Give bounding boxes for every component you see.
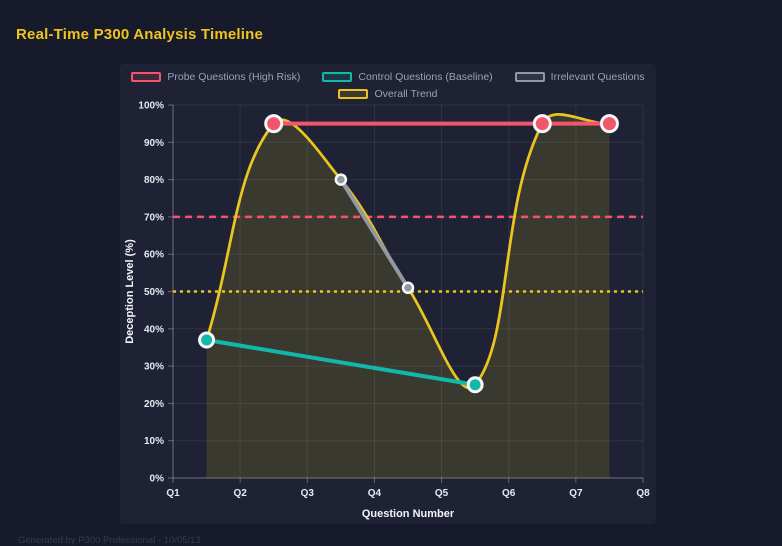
y-tick-label: 10%	[144, 436, 164, 447]
x-tick-label: Q5	[435, 488, 449, 499]
y-tick-label: 30%	[144, 362, 164, 373]
page-title: Real-Time P300 Analysis Timeline	[16, 26, 264, 43]
chart-svg: 0% 10% 20% 30% 40% 50% 60% 70% 80% 90% 100% Q1 Q2 Q3 Q…	[124, 101, 650, 521]
x-tick-label: Q1	[166, 488, 180, 499]
y-tick-label: 50%	[144, 287, 164, 298]
legend-swatch	[131, 72, 162, 82]
data-point-probe-questions-high-risk[interactable]	[264, 114, 284, 134]
legend-label: Overall Trend	[374, 88, 438, 100]
x-tick-label: Q7	[569, 488, 583, 499]
data-point-irrelevant-questions[interactable]	[401, 281, 415, 295]
legend-item-irrelevant-questions[interactable]: Irrelevant Questions	[514, 71, 645, 83]
tick-labels: 0% 10% 20% 30% 40% 50% 60% 70% 80% 90% 100% Q1 Q2 Q3 Q…	[138, 101, 650, 500]
page-footer: Generated by P300 Professional - 10/05/1…	[18, 535, 201, 546]
x-tick-label: Q4	[368, 488, 382, 499]
data-point-probe-questions-high-risk[interactable]	[599, 114, 619, 134]
legend-item-control-questions-baseline[interactable]: Control Questions (Baseline)	[322, 71, 493, 83]
series-line-control-questions-baseline[interactable]	[204, 337, 478, 387]
y-tick-label: 100%	[138, 101, 164, 112]
legend-row: Overall Trend	[338, 88, 438, 100]
x-tick-label: Q3	[301, 488, 315, 499]
data-point-probe-questions-high-risk[interactable]	[532, 114, 552, 134]
legend-label: Probe Questions (High Risk)	[167, 71, 301, 83]
legend-swatch	[514, 72, 545, 82]
chart-legend: Probe Questions (High Risk) Control Quest…	[120, 71, 656, 100]
chart-panel: Probe Questions (High Risk) Control Quest…	[120, 64, 656, 524]
overall-trend-area-fill	[206, 114, 610, 478]
legend-item-overall-trend[interactable]: Overall Trend	[338, 88, 438, 100]
series-line-irrelevant-questions[interactable]	[338, 177, 410, 290]
legend-label: Control Questions (Baseline)	[358, 71, 493, 83]
x-tick-label: Q8	[636, 488, 650, 499]
data-point-control-questions-baseline[interactable]	[198, 331, 216, 349]
x-axis-title: Question Number	[362, 508, 455, 520]
y-tick-label: 90%	[144, 138, 164, 149]
y-tick-label: 60%	[144, 250, 164, 261]
x-tick-label: Q6	[502, 488, 516, 499]
y-tick-label: 20%	[144, 399, 164, 410]
y-tick-label: 40%	[144, 324, 164, 335]
legend-row: Probe Questions (High Risk) Control Quest…	[131, 71, 645, 83]
y-tick-label: 70%	[144, 212, 164, 223]
y-tick-label: 80%	[144, 175, 164, 186]
legend-label: Irrelevant Questions	[550, 71, 645, 83]
legend-item-probe-questions-high-risk[interactable]: Probe Questions (High Risk)	[131, 71, 300, 83]
y-tick-label: 0%	[150, 474, 165, 485]
legend-swatch	[322, 72, 353, 82]
x-tick-label: Q2	[233, 488, 247, 499]
legend-swatch	[338, 89, 369, 99]
data-point-control-questions-baseline[interactable]	[466, 376, 484, 394]
y-axis-title: Deception Level (%)	[124, 239, 136, 344]
data-point-irrelevant-questions[interactable]	[334, 173, 348, 186]
